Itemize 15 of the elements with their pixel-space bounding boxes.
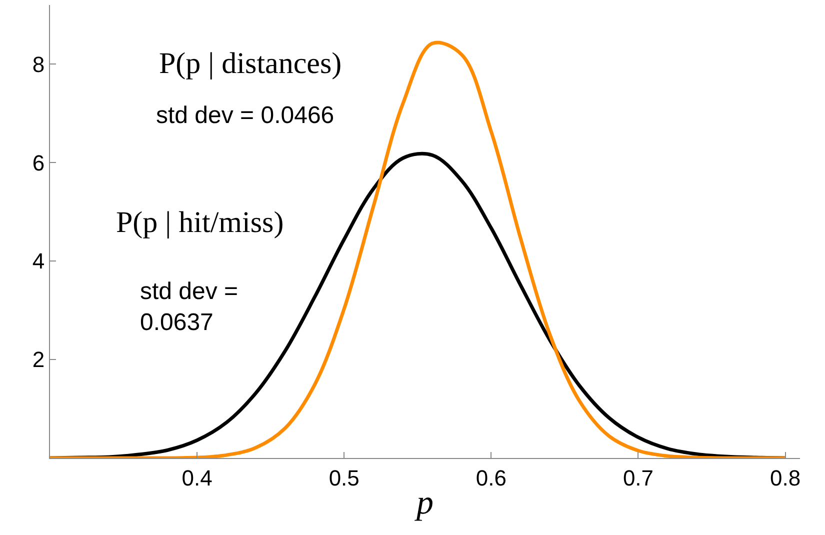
annotation: P(p | distances) bbox=[159, 47, 342, 80]
annotation: std dev = 0.0466 bbox=[156, 102, 334, 129]
x-tick-label: 0.4 bbox=[182, 465, 212, 490]
y-tick-label: 6 bbox=[32, 150, 45, 176]
x-tick-label: 0.6 bbox=[476, 465, 506, 490]
x-tick-label: 0.8 bbox=[770, 465, 801, 490]
y-tick-label: 2 bbox=[32, 347, 45, 372]
x-tick-label: 0.5 bbox=[328, 465, 360, 490]
annotation: P(p | hit/miss) bbox=[116, 206, 284, 239]
line-series bbox=[50, 40, 788, 458]
annotation: std dev = 0.0637 bbox=[140, 278, 238, 336]
y-tick-label: 4 bbox=[32, 248, 45, 274]
y-tick-label: 8 bbox=[32, 52, 45, 77]
x-axis-title: p bbox=[414, 484, 434, 522]
x-tick-label: 0.7 bbox=[622, 465, 654, 490]
